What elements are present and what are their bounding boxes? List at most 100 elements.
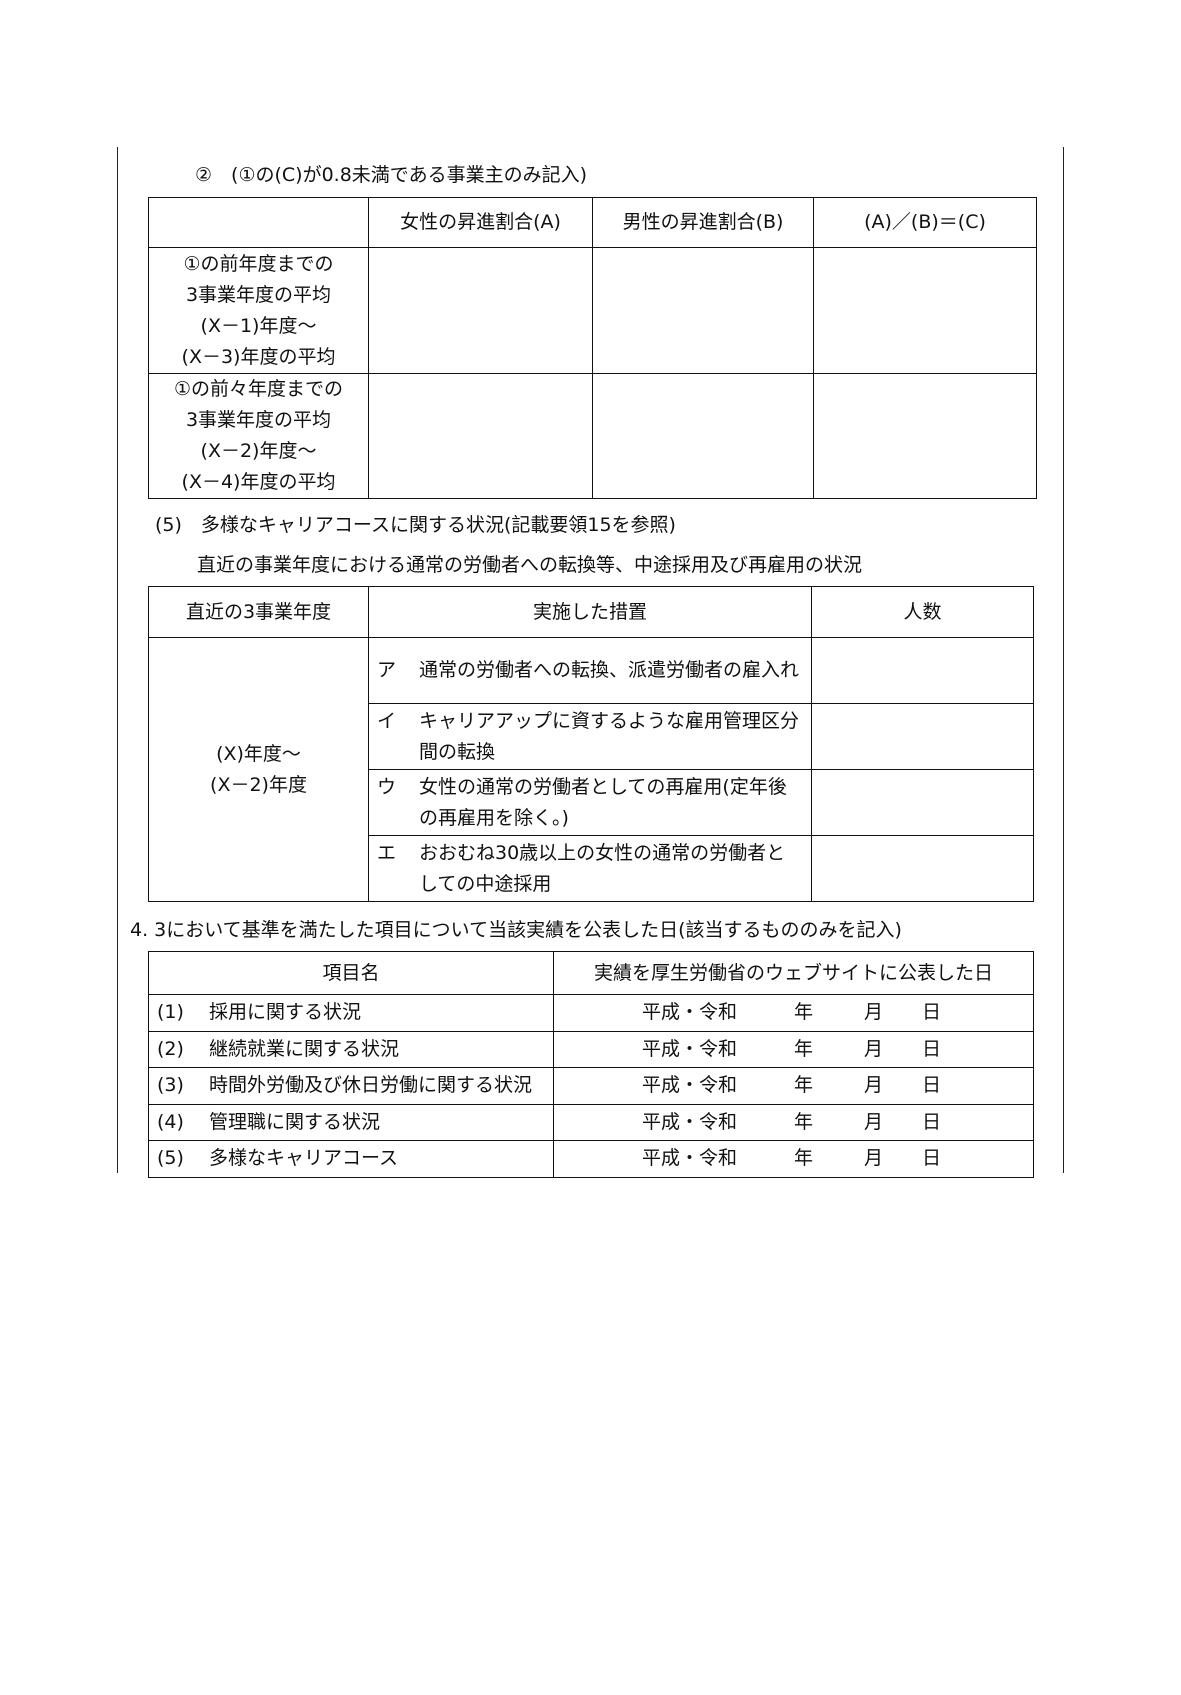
measure-text: キャリアアップに資するような雇用管理区分間の転換: [419, 709, 800, 763]
table-row: イキャリアアップに資するような雇用管理区分間の転換: [149, 703, 1034, 770]
table-row: (4) 管理職に関する状況 平成・令和 年 月 日: [148, 1103, 1034, 1141]
count-cell[interactable]: [811, 769, 1034, 836]
publication-date-table: 項目名 実績を厚生労働省のウェブサイトに公表した日 (1) 採用に関する状況 平成・…: [148, 951, 1034, 1178]
table-row: (3) 時間外労働及び休日労働に関する状況 平成・令和 年 月 日: [148, 1067, 1034, 1105]
item-number: (4): [157, 1110, 184, 1133]
career-course-table: 直近の3事業年度 実施した措置 人数 (X)年度～ (X－2)年度 ア通常の労働…: [148, 586, 1034, 902]
count-cell[interactable]: [811, 637, 1034, 704]
item-name-cell: (2) 継続就業に関する状況: [148, 1030, 554, 1068]
header-cell: [148, 197, 369, 248]
row-label: ①の前年度までの 3事業年度の平均 (X－1)年度～ (X－3)年度の平均: [148, 247, 369, 374]
year-label: 年: [794, 1147, 814, 1170]
year-label: 年: [794, 1110, 814, 1133]
table-row: ウ女性の通常の労働者としての再雇用(定年後の再雇用を除く。): [149, 769, 1034, 836]
item-number: (2): [157, 1037, 184, 1060]
measure-text: 女性の通常の労働者としての再雇用(定年後の再雇用を除く。): [419, 775, 787, 829]
label-line: (X－1)年度～: [200, 314, 317, 337]
item-name: 時間外労働及び休日労働に関する状況: [209, 1074, 533, 1097]
period-line: (X)年度～: [216, 742, 301, 765]
measure-mark: エ: [377, 841, 397, 864]
era-label: 平成・令和: [642, 1037, 738, 1060]
label-line: ①の前年度までの: [183, 252, 334, 275]
day-label: 日: [922, 1001, 942, 1024]
right-margin-line: [1063, 147, 1064, 1173]
year-label: 年: [794, 1001, 814, 1024]
measure-cell: イキャリアアップに資するような雇用管理区分間の転換: [368, 703, 812, 770]
publication-heading: 4. 3において基準を満たした項目について当該実績を公表した日(該当するもののみ…: [130, 919, 902, 941]
label-line: (X－4)年度の平均: [181, 471, 336, 493]
item-name-cell: (3) 時間外労働及び休日労働に関する状況: [148, 1067, 554, 1105]
table-row: ①の前々年度までの 3事業年度の平均 (X－2)年度～ (X－4)年度の平均: [148, 373, 1037, 499]
period-line: (X－2)年度: [210, 773, 307, 796]
label-line: 3事業年度の平均: [185, 409, 332, 431]
header-cell: 男性の昇進割合(B): [592, 197, 814, 248]
left-margin-line: [117, 147, 118, 1173]
measure-mark: ウ: [377, 775, 397, 798]
era-label: 平成・令和: [642, 1074, 738, 1097]
item-number: (3): [157, 1074, 184, 1097]
measure-mark: ア: [377, 659, 397, 681]
header-cell: 女性の昇進割合(A): [368, 197, 593, 248]
day-label: 日: [922, 1147, 942, 1170]
period-cell: (X)年度～ (X－2)年度: [148, 637, 369, 902]
month-label: 月: [864, 1001, 884, 1024]
item-name-cell: (5) 多様なキャリアコース: [148, 1140, 554, 1178]
label-line: (X－2)年度～: [200, 440, 317, 462]
publication-date-cell[interactable]: 平成・令和 年 月 日: [553, 1140, 1034, 1178]
month-label: 月: [864, 1037, 884, 1060]
item-number: (5): [157, 1147, 184, 1170]
table-row: (X)年度～ (X－2)年度 ア通常の労働者への転換、派遣労働者の雇入れ: [148, 637, 1034, 902]
promotion-heading: ② (①の(C)が0.8未満である事業主のみ記入): [195, 164, 588, 186]
header-cell: 実績を厚生労働省のウェブサイトに公表した日: [553, 951, 1034, 995]
male-ratio-cell[interactable]: [592, 373, 814, 499]
year-label: 年: [794, 1074, 814, 1097]
ratio-c-cell[interactable]: [813, 373, 1037, 499]
day-label: 日: [922, 1037, 942, 1060]
header-cell: 項目名: [148, 951, 554, 995]
table-row: エおおむね30歳以上の女性の通常の労働者としての中途採用: [149, 835, 1034, 902]
measure-text: 通常の労働者への転換、派遣労働者の雇入れ: [419, 659, 800, 681]
table-header-row: 直近の3事業年度 実施した措置 人数: [148, 586, 1034, 638]
row-label: ①の前々年度までの 3事業年度の平均 (X－2)年度～ (X－4)年度の平均: [148, 373, 369, 499]
female-ratio-cell[interactable]: [368, 247, 593, 374]
measure-text: おおむね30歳以上の女性の通常の労働者としての中途採用: [419, 841, 786, 895]
measure-mark: イ: [377, 709, 397, 732]
table-row: (1) 採用に関する状況 平成・令和 年 月 日: [148, 994, 1034, 1032]
promotion-ratio-table: 女性の昇進割合(A) 男性の昇進割合(B) (A)／(B)＝(C) ①の前年度ま…: [148, 197, 1037, 499]
female-ratio-cell[interactable]: [368, 373, 593, 499]
publication-date-cell[interactable]: 平成・令和 年 月 日: [553, 994, 1034, 1032]
day-label: 日: [922, 1074, 942, 1097]
career-heading: (5) 多様なキャリアコースに関する状況(記載要領15を参照): [155, 514, 676, 536]
header-cell: 実施した措置: [368, 586, 812, 638]
item-name: 管理職に関する状況: [209, 1110, 381, 1133]
count-cell[interactable]: [811, 835, 1034, 902]
ratio-c-cell[interactable]: [813, 247, 1037, 374]
label-line: ①の前々年度までの: [173, 378, 344, 400]
era-label: 平成・令和: [642, 1147, 738, 1170]
publication-date-cell[interactable]: 平成・令和 年 月 日: [553, 1067, 1034, 1105]
item-name: 採用に関する状況: [209, 1001, 362, 1024]
label-line: (X－3)年度の平均: [181, 345, 336, 368]
publication-date-cell[interactable]: 平成・令和 年 月 日: [553, 1030, 1034, 1068]
publication-date-cell[interactable]: 平成・令和 年 月 日: [553, 1103, 1034, 1141]
item-name-cell: (1) 採用に関する状況: [148, 994, 554, 1032]
month-label: 月: [864, 1147, 884, 1170]
table-row: ①の前年度までの 3事業年度の平均 (X－1)年度～ (X－3)年度の平均: [148, 247, 1037, 374]
header-cell: 直近の3事業年度: [148, 586, 369, 638]
item-number: (1): [157, 1001, 184, 1024]
career-subheading: 直近の事業年度における通常の労働者への転換等、中途採用及び再雇用の状況: [197, 554, 863, 576]
count-cell[interactable]: [811, 703, 1034, 770]
table-header-row: 項目名 実績を厚生労働省のウェブサイトに公表した日: [148, 951, 1034, 995]
item-name-cell: (4) 管理職に関する状況: [148, 1103, 554, 1141]
measure-cell: ウ女性の通常の労働者としての再雇用(定年後の再雇用を除く。): [368, 769, 812, 836]
table-header-row: 女性の昇進割合(A) 男性の昇進割合(B) (A)／(B)＝(C): [148, 197, 1037, 248]
male-ratio-cell[interactable]: [592, 247, 814, 374]
month-label: 月: [864, 1110, 884, 1133]
label-line: 3事業年度の平均: [185, 283, 332, 306]
header-cell: 人数: [811, 586, 1034, 638]
year-label: 年: [794, 1037, 814, 1060]
item-name: 多様なキャリアコース: [209, 1147, 399, 1170]
era-label: 平成・令和: [642, 1001, 738, 1024]
table-row: (2) 継続就業に関する状況 平成・令和 年 月 日: [148, 1030, 1034, 1068]
